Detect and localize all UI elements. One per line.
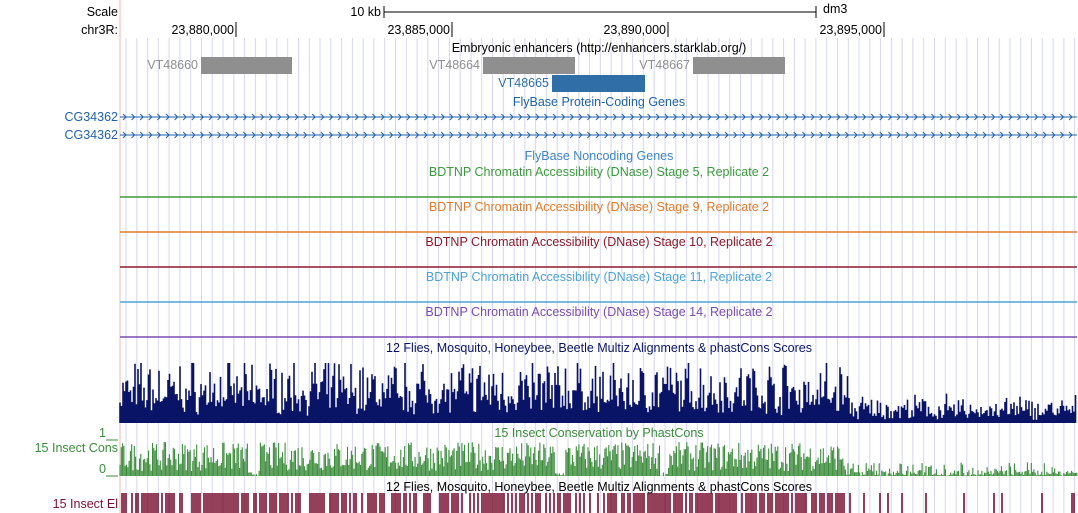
gene-chevrons (122, 113, 1073, 121)
dnase-track-title[interactable]: BDTNP Chromatin Accessibility (DNase) St… (425, 305, 773, 319)
dnase-track-title[interactable]: BDTNP Chromatin Accessibility (DNase) St… (428, 200, 770, 214)
dnase-track-title[interactable]: BDTNP Chromatin Accessibility (DNase) St… (425, 270, 773, 284)
insect-el-side-label[interactable]: 15 Insect El (52, 497, 118, 511)
enhancer-item-label[interactable]: VT48667 (639, 58, 690, 72)
enhancer-item-label[interactable]: VT48660 (147, 58, 198, 72)
assembly-label: dm3 (823, 2, 848, 16)
enhancer-block (201, 57, 292, 74)
enhancer-block (693, 57, 785, 74)
ruler-tick-label: 23,895,000 (819, 23, 882, 37)
flybase-coding-track-title[interactable]: FlyBase Protein-Coding Genes (512, 95, 686, 109)
gene-label[interactable]: CG34362 (64, 110, 118, 124)
insect-cons-wiggle (119, 442, 1078, 476)
multiz-track-title[interactable]: 12 Flies, Mosquito, Honeybee, Beetle Mul… (386, 341, 812, 355)
multiz-wiggle (119, 363, 1077, 423)
scale-label: Scale (86, 5, 118, 19)
enhancers-track-title[interactable]: Embryonic enhancers (http://enhancers.st… (451, 41, 747, 55)
insect-el-track-title[interactable]: 12 Flies, Mosquito, Honeybee, Beetle Mul… (386, 480, 812, 494)
axis-min-label: 0 (99, 462, 106, 476)
enhancer-block (483, 57, 575, 74)
dnase-track-title[interactable]: BDTNP Chromatin Accessibility (DNase) St… (425, 235, 773, 249)
gene-label[interactable]: CG34362 (64, 128, 118, 142)
dnase-track-title[interactable]: BDTNP Chromatin Accessibility (DNase) St… (428, 165, 770, 179)
enhancer-item-label[interactable]: VT48665 (498, 76, 549, 90)
insect-el-bars (121, 493, 1075, 513)
insect-cons-track-title[interactable]: 15 Insect Conservation by PhastCons (494, 426, 704, 440)
ruler-tick-label: 23,880,000 (171, 23, 234, 37)
gene-chevrons (122, 131, 1073, 139)
ruler-tick-label: 23,890,000 (603, 23, 666, 37)
ruler-graphics (235, 6, 885, 37)
gene-model (120, 131, 1077, 139)
enhancer-item-label[interactable]: VT48664 (429, 58, 480, 72)
scalebar-label: 10 kb (350, 5, 381, 19)
ruler-tick-label: 23,885,000 (387, 23, 450, 37)
insect-cons-side-label[interactable]: 15 Insect Cons (34, 441, 118, 455)
axis-max-label: 1 (99, 426, 106, 440)
gene-model (120, 113, 1077, 121)
enhancer-block (552, 75, 645, 92)
track-items[interactable] (120, 57, 1077, 139)
wiggle-graphics (106, 196, 1078, 513)
flybase-noncoding-track-title[interactable]: FlyBase Noncoding Genes (524, 149, 674, 163)
chrom-label: chr3R: (81, 23, 118, 37)
